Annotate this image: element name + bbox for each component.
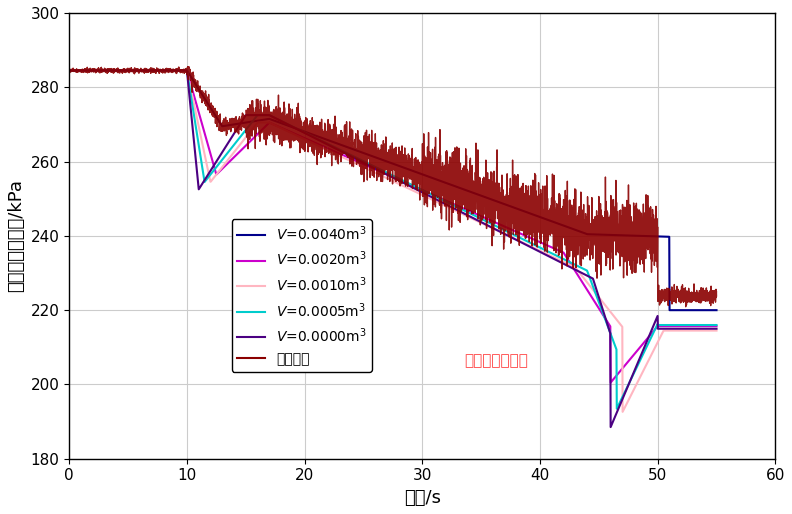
X-axis label: 时间/s: 时间/s <box>404 489 441 507</box>
Y-axis label: 发动机供油压力/kPa: 发动机供油压力/kPa <box>7 179 25 292</box>
Text: 江苏华云流量计: 江苏华云流量计 <box>465 353 528 368</box>
Legend: $V$=0.0040m$^3$, $V$=0.0020m$^3$, $V$=0.0010m$^3$, $V$=0.0005m$^3$, $V$=0.0000m$: $V$=0.0040m$^3$, $V$=0.0020m$^3$, $V$=0.… <box>231 219 372 372</box>
